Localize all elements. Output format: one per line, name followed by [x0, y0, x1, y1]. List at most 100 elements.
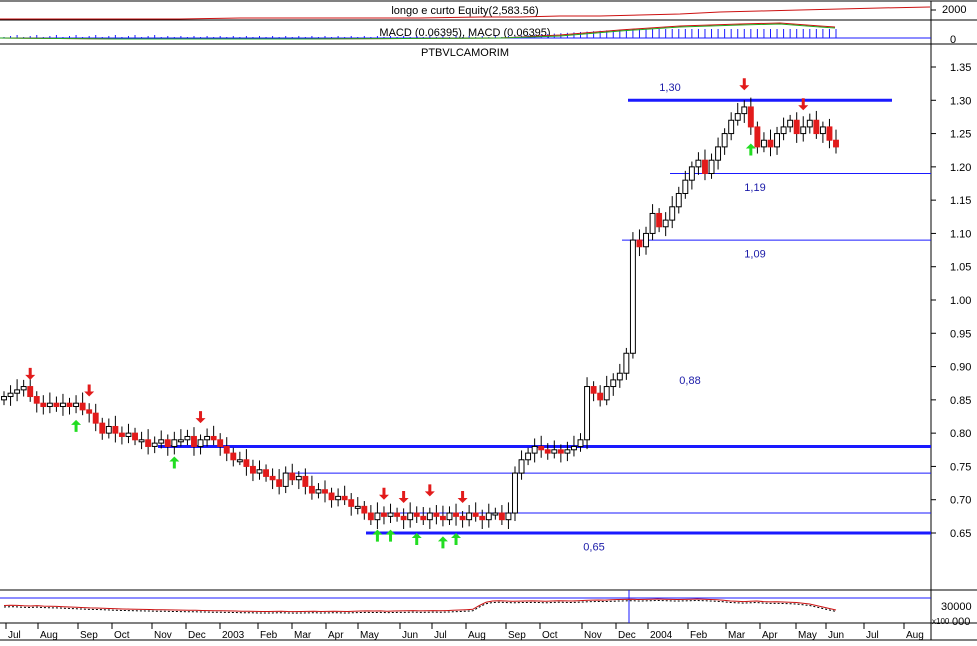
sell-arrow-icon: [84, 384, 95, 397]
candle-body-up: [610, 379, 617, 388]
candle: [525, 447, 532, 466]
candle: [780, 117, 787, 141]
candle-body-up: [151, 442, 158, 447]
sell-arrow-icon: [739, 78, 750, 91]
y-tick-label: 0.95: [950, 328, 971, 340]
candle: [132, 427, 138, 446]
y-tick-label: 1.00: [950, 295, 971, 307]
candle: [669, 196, 676, 229]
candle: [570, 435, 577, 457]
x-tick-label: Sep: [508, 630, 526, 641]
candle: [636, 229, 643, 257]
candle: [204, 428, 211, 447]
candle-body-up: [505, 512, 512, 521]
candle-body-up: [669, 206, 676, 221]
candle-body-up: [446, 512, 453, 521]
candle-body-down: [289, 472, 296, 481]
candle-body-down: [33, 396, 40, 404]
x-tick-label: Dec: [188, 630, 206, 641]
candle: [728, 112, 735, 141]
candle: [721, 128, 728, 155]
candle-body-down: [400, 515, 407, 521]
candle-body-down: [217, 439, 224, 447]
candle-body-up: [708, 159, 715, 175]
candle-body-up: [197, 439, 204, 447]
candle-body-down: [66, 402, 73, 408]
x-tick-label: Apr: [328, 630, 344, 641]
candle-body-down: [230, 452, 237, 461]
candle: [1, 391, 7, 406]
sell-arrow-icon: [195, 411, 206, 424]
candle: [191, 427, 197, 456]
candle: [564, 441, 571, 462]
candle-body-up: [682, 179, 689, 194]
y-tick-label: 0.65: [950, 528, 971, 540]
candle: [833, 129, 839, 154]
candle: [420, 507, 427, 526]
lower-tick-30000: 30000: [941, 601, 972, 613]
x-axis: Jul Aug Sep Oct Nov Dec 2003 Feb Mar Apr May Jun Jul…: [5, 623, 924, 641]
candle: [413, 506, 420, 524]
candle: [40, 395, 47, 415]
level-labels: 1,30 1,19 1,09 0,88 0,65: [583, 82, 765, 553]
candle-body-down: [118, 432, 125, 437]
candle: [145, 429, 152, 455]
candle: [367, 505, 374, 526]
equity-label: longo e curto Equity(2,583.56): [391, 5, 538, 17]
candle-body-down: [243, 459, 250, 467]
candle-body-up: [662, 219, 669, 228]
candle-body-down: [636, 239, 643, 248]
y-tick-label: 0.70: [950, 495, 971, 507]
candle: [426, 507, 433, 530]
candle: [73, 395, 80, 414]
candle-body-up: [629, 239, 636, 354]
candle: [125, 423, 132, 444]
candle-body-up: [551, 449, 558, 454]
x-tick-label: Aug: [468, 630, 486, 641]
candle: [256, 460, 263, 480]
candle: [348, 493, 355, 516]
candle-body-down: [767, 139, 774, 148]
candle-body-down: [590, 386, 597, 394]
candle-body-down: [538, 445, 545, 451]
candle: [7, 385, 14, 406]
x-tick-label: Nov: [584, 630, 602, 641]
candle: [734, 102, 741, 126]
candle-body-down: [702, 159, 708, 175]
candle-body-up: [354, 505, 361, 509]
candle-body-up: [204, 435, 211, 441]
candle-body-down: [223, 445, 230, 454]
candle-body-up: [774, 133, 780, 148]
candle: [715, 137, 722, 170]
sell-arrow-icon: [378, 487, 389, 500]
candle: [662, 212, 669, 237]
sell-arrow-icon: [424, 484, 435, 497]
candle-body-down: [322, 489, 328, 494]
candle: [544, 443, 551, 460]
candle-body-up: [760, 139, 767, 148]
y-tick-label: 0.85: [950, 395, 971, 407]
lower-tick-000: 000: [952, 616, 970, 628]
candle-body-up: [60, 402, 66, 408]
candle: [105, 418, 112, 439]
y-tick-label: 0.90: [950, 362, 971, 374]
candle: [243, 449, 250, 476]
candle: [118, 426, 125, 445]
lower-indicator-line: [3, 598, 837, 613]
sell-arrow-icon: [457, 491, 468, 504]
candle-body-up: [518, 459, 525, 474]
candle: [688, 161, 695, 190]
candle: [374, 502, 381, 530]
candle-body-down: [112, 425, 119, 434]
candle: [335, 488, 342, 507]
candle: [86, 403, 93, 423]
candle-body-up: [577, 439, 584, 447]
candle: [819, 121, 826, 143]
candle-body-down: [459, 515, 466, 521]
candle: [328, 487, 335, 508]
x-tick-label: Jul: [866, 630, 879, 641]
candle-body-up: [525, 452, 532, 461]
candle: [787, 114, 794, 133]
x-tick-label: Oct: [542, 630, 558, 641]
